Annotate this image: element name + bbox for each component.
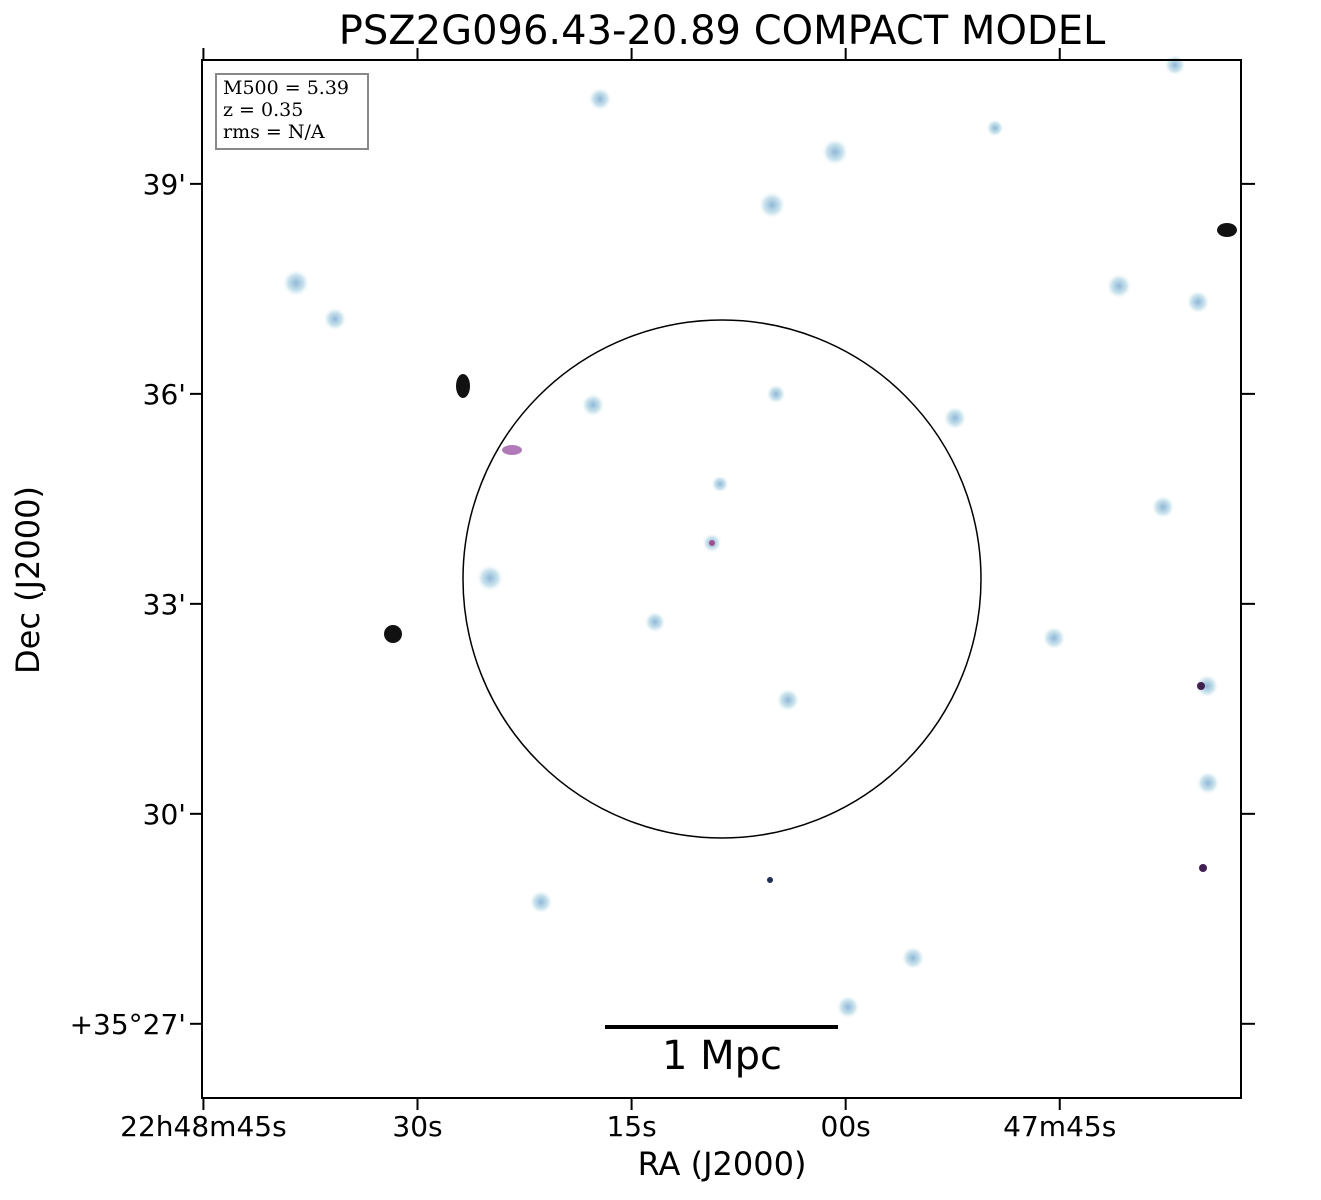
sources: [282, 54, 1237, 1019]
annotation: z = 0.35: [223, 99, 303, 121]
annotation: M500 = 5.39: [223, 77, 349, 99]
x-tick-label: 30s: [392, 1110, 442, 1143]
x-axis-label: RA (J2000): [638, 1145, 807, 1183]
aperture-circle: [462, 319, 982, 839]
annotation-box: [215, 73, 369, 150]
y-tick-label: 30': [143, 798, 186, 831]
y-tick-label: +35°27': [70, 1008, 186, 1041]
chart-title: PSZ2G096.43-20.89 COMPACT MODEL: [339, 8, 1106, 54]
y-axis-label: Dec (J2000): [9, 486, 47, 674]
y-tick-label: 39': [143, 168, 186, 201]
x-tick-label: 22h48m45s: [120, 1110, 287, 1143]
annotation: rms = N/A: [223, 121, 325, 143]
y-tick-label: 33': [143, 588, 186, 621]
x-tick-label: 15s: [606, 1110, 656, 1143]
x-tick-label: 47m45s: [1003, 1110, 1116, 1143]
scale-bar-label: 1 Mpc: [662, 1033, 782, 1079]
plot-frame: [201, 59, 1242, 1099]
x-tick-label: 00s: [821, 1110, 871, 1143]
y-tick-label: 36': [143, 378, 186, 411]
